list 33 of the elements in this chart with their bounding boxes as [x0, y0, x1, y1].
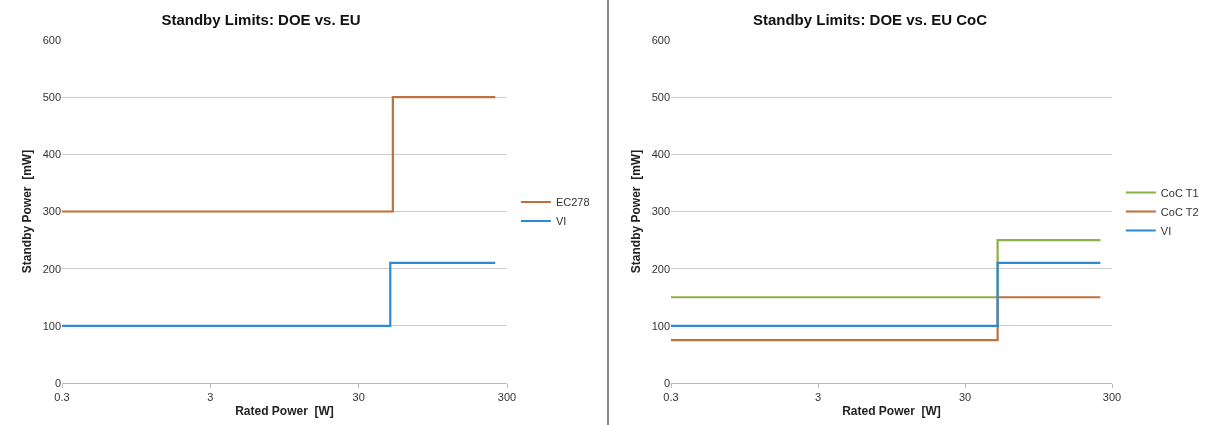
y-tick-label: 400: [42, 148, 61, 161]
y-tick-label: 100: [651, 319, 670, 332]
y-axis-title: Standby Power [mW]: [628, 149, 643, 274]
y-tick-label: 300: [651, 205, 670, 218]
y-tick-label: 500: [42, 91, 61, 104]
y-tick-label: 100: [42, 319, 61, 332]
x-tick-label: 0.3: [663, 391, 679, 404]
y-tick-label: 400: [651, 148, 670, 161]
y-tick-label: 600: [651, 33, 670, 46]
x-tick-label: 30: [958, 391, 972, 404]
legend-label: EC278: [555, 196, 590, 209]
x-axis-title: Rated Power [W]: [842, 404, 941, 419]
legend-label: CoC T2: [1160, 205, 1199, 218]
x-tick-label: 3: [814, 391, 822, 404]
legend-label: VI: [1160, 224, 1172, 237]
y-tick-label: 500: [651, 91, 670, 104]
x-tick-label: 300: [497, 391, 517, 404]
legend-label: CoC T1: [1160, 186, 1199, 199]
y-tick-label: 200: [42, 262, 61, 275]
y-axis-title: Standby Power [mW]: [19, 149, 34, 274]
x-tick-label: 0.3: [54, 391, 70, 404]
y-tick-label: 200: [651, 262, 670, 275]
x-tick-label: 30: [352, 391, 365, 404]
chart-title: Standby Limits: DOE vs. EU CoC: [752, 11, 988, 29]
y-tick-label: 0: [54, 376, 61, 389]
y-tick-label: 300: [42, 205, 61, 218]
legend-label: VI: [555, 215, 567, 228]
chart-title: Standby Limits: DOE vs. EU: [161, 11, 361, 29]
x-tick-label: 300: [1102, 391, 1122, 404]
y-tick-label: 600: [42, 33, 61, 46]
y-tick-label: 0: [663, 376, 670, 389]
x-tick-label: 3: [207, 391, 214, 404]
x-axis-title: Rated Power [W]: [235, 404, 334, 419]
